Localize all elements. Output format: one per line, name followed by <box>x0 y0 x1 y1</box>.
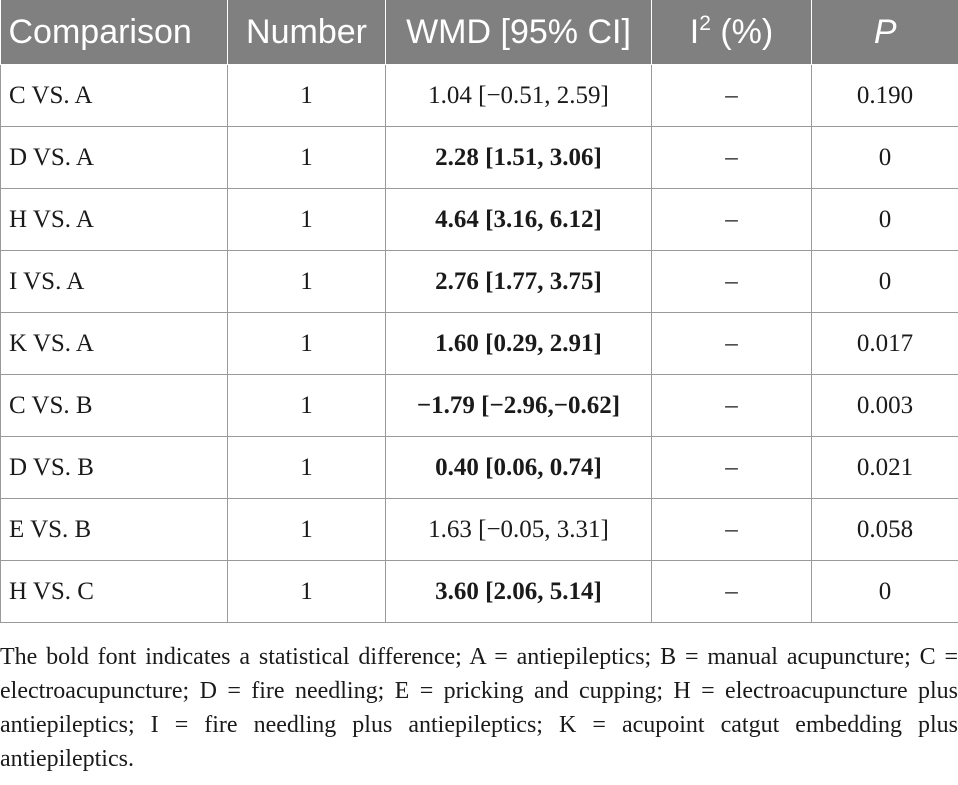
wmd-cell: 1.60 [0.29, 2.91] <box>385 312 652 375</box>
comparison-cell: K VS. A <box>0 312 228 375</box>
i2-cell: – <box>651 126 812 189</box>
number-cell: 1 <box>227 436 386 499</box>
comparison-cell: H VS. C <box>0 560 228 623</box>
p-value-cell: 0 <box>811 250 958 313</box>
comparison-cell: H VS. A <box>0 188 228 251</box>
header-i2: I2 (%) <box>651 0 812 65</box>
i2-cell: – <box>651 374 812 437</box>
number-cell: 1 <box>227 560 386 623</box>
header-i2-unit: (%) <box>710 13 774 51</box>
table-row: E VS. B 1 1.63 [−0.05, 3.31] –0.058 <box>0 498 958 561</box>
comparison-cell: D VS. A <box>0 126 228 189</box>
i2-cell: – <box>651 498 812 561</box>
table-row: K VS. A 1 1.60 [0.29, 2.91] –0.017 <box>0 312 958 375</box>
wmd-cell: −1.79 [−2.96,−0.62] <box>385 374 652 437</box>
number-cell: 1 <box>227 188 386 251</box>
p-value-cell: 0 <box>811 188 958 251</box>
table-footnote: The bold font indicates a statistical di… <box>0 644 958 772</box>
i2-cell: – <box>651 560 812 623</box>
i2-cell: – <box>651 250 812 313</box>
comparison-cell: C VS. A <box>0 64 228 127</box>
number-cell: 1 <box>227 64 386 127</box>
header-i2-superscript: 2 <box>699 12 711 35</box>
header-comparison: Comparison <box>0 0 228 65</box>
number-cell: 1 <box>227 498 386 561</box>
table-row: D VS. A 1 2.28 [1.51, 3.06] –0 <box>0 126 958 189</box>
wmd-cell: 3.60 [2.06, 5.14] <box>385 560 652 623</box>
i2-cell: – <box>651 188 812 251</box>
p-value-cell: 0.017 <box>811 312 958 375</box>
table-row: H VS. C 1 3.60 [2.06, 5.14] –0 <box>0 560 958 623</box>
p-value-cell: 0.021 <box>811 436 958 499</box>
number-cell: 1 <box>227 374 386 437</box>
table-row: C VS. A 1 1.04 [−0.51, 2.59] –0.190 <box>0 64 958 127</box>
p-value-cell: 0.058 <box>811 498 958 561</box>
comparison-cell: I VS. A <box>0 250 228 313</box>
number-cell: 1 <box>227 250 386 313</box>
comparison-cell: D VS. B <box>0 436 228 499</box>
table-row: D VS. B 1 0.40 [0.06, 0.74] –0.021 <box>0 436 958 499</box>
wmd-cell: 1.04 [−0.51, 2.59] <box>385 64 652 127</box>
table-header: Comparison Number WMD [95% CI] I2 (%) P <box>0 0 958 65</box>
wmd-cell: 2.76 [1.77, 3.75] <box>385 250 652 313</box>
table-row: C VS. B 1 −1.79 [−2.96,−0.62] –0.003 <box>0 374 958 437</box>
number-cell: 1 <box>227 312 386 375</box>
table-row: I VS. A 1 2.76 [1.77, 3.75] –0 <box>0 250 958 313</box>
p-value-cell: 0 <box>811 560 958 623</box>
wmd-cell: 0.40 [0.06, 0.74] <box>385 436 652 499</box>
header-i2-base: I <box>689 13 700 51</box>
header-wmd: WMD [95% CI] <box>385 0 652 65</box>
table-row: H VS. A 1 4.64 [3.16, 6.12] –0 <box>0 188 958 251</box>
p-value-cell: 0 <box>811 126 958 189</box>
header-row: Comparison Number WMD [95% CI] I2 (%) P <box>0 0 958 65</box>
comparison-cell: C VS. B <box>0 374 228 437</box>
results-table: Comparison Number WMD [95% CI] I2 (%) P … <box>0 0 958 623</box>
wmd-cell: 4.64 [3.16, 6.12] <box>385 188 652 251</box>
comparison-cell: E VS. B <box>0 498 228 561</box>
p-value-cell: 0.190 <box>811 64 958 127</box>
i2-cell: – <box>651 312 812 375</box>
wmd-cell: 2.28 [1.51, 3.06] <box>385 126 652 189</box>
i2-cell: – <box>651 64 812 127</box>
i2-cell: – <box>651 436 812 499</box>
p-value-cell: 0.003 <box>811 374 958 437</box>
wmd-cell: 1.63 [−0.05, 3.31] <box>385 498 652 561</box>
header-number: Number <box>227 0 386 65</box>
number-cell: 1 <box>227 126 386 189</box>
header-p: P <box>811 0 958 65</box>
